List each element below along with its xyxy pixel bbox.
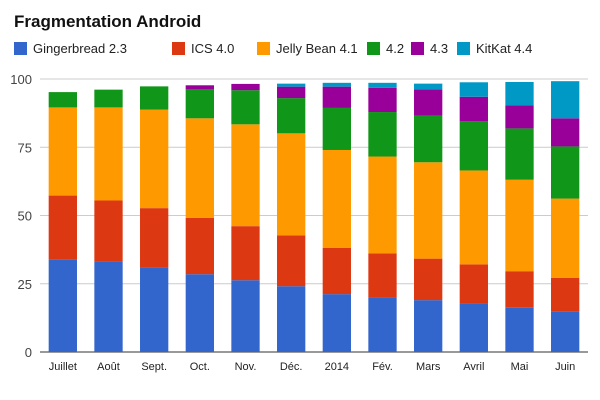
legend-label-ics: ICS 4.0 xyxy=(191,41,235,56)
bar-segment[interactable] xyxy=(551,146,580,199)
bar-segment[interactable] xyxy=(505,105,534,129)
x-tick-label: Mars xyxy=(416,361,441,373)
x-tick-label: Juillet xyxy=(49,361,77,373)
bar-segment[interactable] xyxy=(368,253,397,298)
legend-label-jellybean: Jelly Bean 4.1 xyxy=(276,41,358,56)
x-tick-label: Mai xyxy=(511,361,529,373)
bar-segment[interactable] xyxy=(94,200,123,262)
bar-segment[interactable] xyxy=(551,198,580,278)
bar-segment[interactable] xyxy=(277,235,306,287)
bar-segment[interactable] xyxy=(277,286,306,352)
y-tick-label: 100 xyxy=(10,72,32,87)
bar-segment[interactable] xyxy=(322,86,351,108)
bar-segment[interactable] xyxy=(505,82,534,106)
bar-segment[interactable] xyxy=(48,195,77,260)
x-tick-label: Oct. xyxy=(190,361,210,373)
x-tick-label: Nov. xyxy=(235,361,257,373)
x-tick-label: Juin xyxy=(555,361,575,373)
bar-segment[interactable] xyxy=(459,303,488,352)
bar-segment[interactable] xyxy=(94,107,123,201)
y-tick-label: 50 xyxy=(18,209,32,224)
bar-segment[interactable] xyxy=(48,259,77,352)
bar-segment[interactable] xyxy=(459,264,488,304)
bar-segment[interactable] xyxy=(231,226,260,281)
bar-segment[interactable] xyxy=(140,208,169,268)
bar-segment[interactable] xyxy=(140,109,169,209)
bar-segment[interactable] xyxy=(459,121,488,171)
bar-segment[interactable] xyxy=(368,297,397,352)
bar-segment[interactable] xyxy=(459,96,488,122)
bar-segment[interactable] xyxy=(140,86,169,110)
legend-swatch-4-2 xyxy=(367,42,380,55)
bar-segment[interactable] xyxy=(231,280,260,352)
chart-title: Fragmentation Android xyxy=(14,12,202,31)
bar-segment[interactable] xyxy=(94,89,123,108)
bar-segment[interactable] xyxy=(185,217,214,275)
legend-swatch-kitkat xyxy=(457,42,470,55)
bar-segment[interactable] xyxy=(505,179,534,272)
gridlines xyxy=(40,78,588,353)
bar-segment[interactable] xyxy=(368,82,397,88)
bar-segment[interactable] xyxy=(459,82,488,97)
bar-segment[interactable] xyxy=(414,300,443,352)
bar-segment[interactable] xyxy=(551,118,580,147)
x-tick-label: Août xyxy=(97,361,120,373)
bar-segment[interactable] xyxy=(322,247,351,295)
bar-segment[interactable] xyxy=(185,274,214,352)
bar-segment[interactable] xyxy=(48,92,77,108)
legend-swatch-jellybean xyxy=(257,42,270,55)
bar-segment[interactable] xyxy=(185,89,214,119)
y-axis-ticks: 0 25 50 75 100 xyxy=(10,72,32,360)
bar-segment[interactable] xyxy=(414,162,443,259)
legend-label-kitkat: KitKat 4.4 xyxy=(476,41,533,56)
bar-segment[interactable] xyxy=(414,258,443,301)
bar-segment[interactable] xyxy=(505,128,534,180)
bar-segment[interactable] xyxy=(48,107,77,196)
bar-segment[interactable] xyxy=(277,133,306,236)
bar-segment[interactable] xyxy=(322,107,351,150)
bar-segment[interactable] xyxy=(551,81,580,119)
bar-segment[interactable] xyxy=(231,83,260,91)
legend-swatch-4-3 xyxy=(411,42,424,55)
legend-swatch-gingerbread xyxy=(14,42,27,55)
y-tick-label: 75 xyxy=(18,140,32,155)
x-tick-label: Déc. xyxy=(280,361,303,373)
legend-label-4-3: 4.3 xyxy=(430,41,449,56)
bar-segment[interactable] xyxy=(414,83,443,90)
bar-segment[interactable] xyxy=(322,294,351,352)
bar-segment[interactable] xyxy=(459,170,488,265)
bar-segment[interactable] xyxy=(277,86,306,99)
legend-label-4-2: 4.2 xyxy=(386,41,405,56)
bar-segment[interactable] xyxy=(185,118,214,218)
x-axis-ticks: Juillet Août Sept. Oct. Nov. Déc. 2014 Fév. Mars… xyxy=(49,361,575,373)
bar-segment[interactable] xyxy=(414,89,443,116)
bar-segment[interactable] xyxy=(505,271,534,308)
legend-swatch-ics xyxy=(172,42,185,55)
bar-segment[interactable] xyxy=(322,149,351,248)
x-tick-label: Fév. xyxy=(372,361,393,373)
bar-segment[interactable] xyxy=(414,115,443,163)
bar-segment[interactable] xyxy=(277,98,306,134)
bar-segment[interactable] xyxy=(94,261,123,352)
bar-segment[interactable] xyxy=(140,267,169,352)
bar-segment[interactable] xyxy=(231,124,260,227)
bars xyxy=(48,81,580,352)
bar-segment[interactable] xyxy=(368,87,397,113)
bar-segment[interactable] xyxy=(322,82,351,87)
bar-segment[interactable] xyxy=(231,90,260,125)
bar-segment[interactable] xyxy=(368,156,397,254)
bar-segment[interactable] xyxy=(551,311,580,352)
legend-label-gingerbread: Gingerbread 2.3 xyxy=(33,41,127,56)
x-tick-label: 2014 xyxy=(325,361,349,373)
bar-segment[interactable] xyxy=(368,112,397,157)
x-tick-label: Sept. xyxy=(141,361,167,373)
bar-segment[interactable] xyxy=(551,277,580,312)
bar-segment[interactable] xyxy=(277,83,306,87)
y-tick-label: 25 xyxy=(18,277,32,292)
x-tick-label: Avril xyxy=(463,361,484,373)
y-tick-label: 0 xyxy=(25,345,32,360)
bar-segment[interactable] xyxy=(185,85,214,90)
bar-segment[interactable] xyxy=(505,307,534,352)
